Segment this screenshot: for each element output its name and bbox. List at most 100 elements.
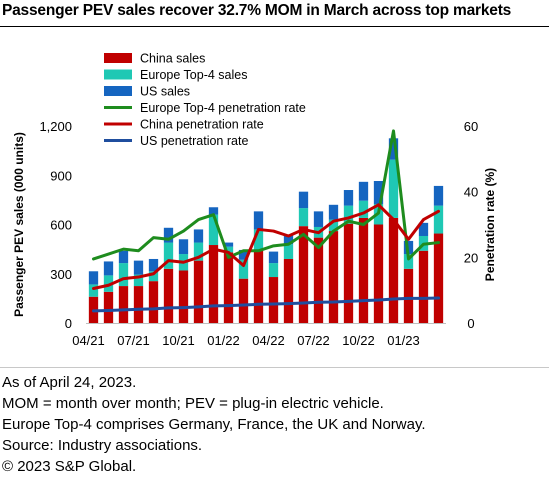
bar-europe-top-4-sales-20 — [388, 159, 399, 218]
y-tick-label: 900 — [50, 168, 72, 183]
bar-china-sales-19 — [373, 224, 384, 323]
y2-axis-title: Penetration rate (%) — [483, 168, 497, 281]
bar-europe-top-4-sales-8 — [208, 214, 219, 246]
y-tick-label: 600 — [50, 218, 72, 233]
legend-swatch-us-sales — [104, 86, 132, 96]
bar-china-sales-4 — [148, 281, 159, 323]
bar-us-sales-12 — [268, 251, 279, 264]
y2-tick-label: 20 — [464, 250, 478, 265]
bar-china-sales-23 — [433, 233, 444, 323]
bar-china-sales-1 — [103, 291, 114, 323]
bar-china-sales-8 — [208, 245, 219, 323]
bar-europe-top-4-sales-7 — [193, 242, 204, 261]
note-copyright: © 2023 S&P Global. — [2, 458, 137, 475]
bar-china-sales-16 — [328, 231, 339, 323]
bar-us-sales-19 — [373, 181, 384, 204]
y2-tick-label: 60 — [464, 119, 478, 134]
bar-china-sales-12 — [268, 277, 279, 323]
bar-china-sales-18 — [358, 217, 369, 323]
bar-us-sales-15 — [313, 211, 324, 227]
bar-europe-top-4-sales-4 — [148, 271, 159, 282]
line-us-penetration-rate — [92, 296, 440, 313]
bar-europe-top-4-sales-3 — [133, 274, 144, 287]
chart-area: 0 300 600 900 1,200 0 20 40 60 04/21 07/21 10/21 01/… — [0, 30, 549, 368]
bar-us-sales-11 — [253, 211, 264, 230]
bar-europe-top-4-sales-16 — [328, 219, 339, 232]
bar-china-sales-11 — [253, 250, 264, 323]
note-abbreviations: MOM = month over month; PEV = plug-in el… — [2, 395, 384, 412]
legend-label-europe-top-4-penetration-rate: Europe Top-4 penetration rate — [140, 101, 306, 115]
bar-europe-top-4-sales-9 — [223, 246, 234, 253]
bar-us-sales-8 — [208, 207, 219, 215]
bar-us-sales-7 — [193, 229, 204, 243]
bar-europe-top-4-sales-18 — [358, 200, 369, 218]
x-tick-label: 04/21 — [72, 333, 105, 348]
bar-europe-top-4-sales-1 — [103, 275, 114, 292]
bar-china-sales-10 — [238, 278, 249, 323]
x-tick-label: 01/22 — [207, 333, 240, 348]
line-layer — [92, 129, 440, 313]
bar-us-sales-5 — [163, 227, 174, 243]
y-tick-label: 1,200 — [39, 119, 72, 134]
bar-us-sales-10 — [238, 249, 249, 260]
x-tick-label: 04/22 — [252, 333, 285, 348]
bar-us-sales-18 — [358, 181, 369, 201]
legend-swatch-europe-top-4-sales — [104, 69, 132, 80]
chart-title: Passenger PEV sales recover 32.7% MOM in… — [2, 2, 512, 19]
bar-europe-top-4-sales-2 — [118, 263, 129, 287]
bar-us-sales-3 — [133, 260, 144, 275]
bar-china-sales-14 — [298, 226, 309, 323]
legend-label-europe-top-4-sales: Europe Top-4 sales — [140, 68, 247, 82]
bar-europe-top-4-sales-0 — [88, 284, 99, 297]
y2-tick-label: 40 — [464, 185, 478, 200]
bar-china-sales-9 — [223, 252, 234, 323]
legend-label-china-penetration-rate: China penetration rate — [140, 118, 264, 132]
bar-europe-top-4-sales-10 — [238, 259, 249, 279]
bar-china-sales-15 — [313, 237, 324, 323]
y2-tick-label: 0 — [467, 316, 474, 331]
bar-us-sales-20 — [388, 138, 399, 160]
bar-europe-top-4-sales-13 — [283, 244, 294, 259]
bar-china-sales-22 — [418, 250, 429, 323]
bar-us-sales-0 — [88, 271, 99, 285]
bar-us-sales-16 — [328, 204, 339, 220]
x-tick-label: 10/21 — [162, 333, 195, 348]
note-date: As of April 24, 2023. — [2, 374, 137, 391]
combo-chart: 0 300 600 900 1,200 0 20 40 60 04/21 07/21 10/21 01/… — [12, 52, 497, 349]
bar-us-sales-2 — [118, 250, 129, 264]
bar-us-sales-23 — [433, 185, 444, 206]
bar-china-sales-7 — [193, 260, 204, 323]
line-china-penetration-rate — [92, 203, 440, 291]
note-source: Source: Industry associations. — [2, 437, 203, 454]
bar-europe-top-4-sales-21 — [403, 254, 414, 269]
bar-us-sales-1 — [103, 261, 114, 276]
x-tick-label: 07/21 — [117, 333, 150, 348]
bar-us-sales-22 — [418, 222, 429, 236]
bar-us-sales-9 — [223, 242, 234, 247]
bar-china-sales-20 — [388, 217, 399, 323]
bar-china-sales-13 — [283, 258, 294, 323]
bar-us-sales-4 — [148, 258, 159, 272]
y-tick-label: 0 — [65, 316, 72, 331]
legend-label-us-sales: US sales — [140, 85, 190, 99]
axes-layer: 0 300 600 900 1,200 0 20 40 60 04/21 07/21 10/21 01/… — [12, 119, 497, 348]
bar-europe-top-4-sales-12 — [268, 263, 279, 278]
line-europe-top-4-penetration-rate — [92, 129, 440, 261]
bar-china-sales-21 — [403, 268, 414, 323]
bar-us-sales-6 — [178, 239, 189, 255]
bar-europe-top-4-sales-17 — [343, 205, 354, 224]
bar-us-sales-14 — [298, 191, 309, 209]
bar-europe-top-4-sales-14 — [298, 208, 309, 227]
bar-europe-top-4-sales-23 — [433, 205, 444, 234]
bar-us-sales-13 — [283, 235, 294, 245]
footnotes: As of April 24, 2023. MOM = month over m… — [2, 372, 426, 477]
y-tick-label: 300 — [50, 267, 72, 282]
legend-swatch-china-sales — [104, 53, 132, 63]
x-tick-label: 07/22 — [297, 333, 330, 348]
bar-china-sales-6 — [178, 270, 189, 323]
bar-china-sales-17 — [343, 223, 354, 323]
bar-china-sales-2 — [118, 286, 129, 323]
legend-label-china-sales: China sales — [140, 52, 205, 66]
bar-china-sales-3 — [133, 286, 144, 323]
bar-china-sales-5 — [163, 268, 174, 323]
